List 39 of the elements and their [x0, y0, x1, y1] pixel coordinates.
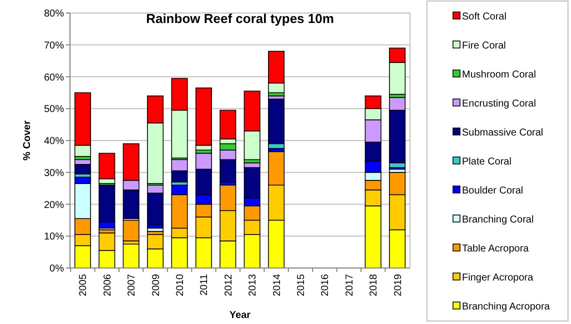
x-tick-label: 2006 [102, 274, 114, 296]
y-tick-label: 30% [44, 168, 64, 179]
x-tick-label: 2009 [150, 274, 162, 296]
y-tick-label: 40% [44, 136, 64, 147]
bar [74, 164, 91, 174]
x-tick-label: 2017 [344, 274, 356, 296]
y-tick-label: 50% [44, 104, 64, 116]
x-tick-label: 2011 [199, 274, 210, 296]
x-tick-label: 2014 [272, 274, 283, 296]
legend-label: Mushroom Coral [462, 70, 536, 80]
legend-label: Finger Acropora [462, 272, 534, 284]
legend-label: Branching Coral [462, 214, 534, 226]
y-tick-label: 70% [44, 40, 64, 52]
x-tick-label: 2018 [368, 274, 380, 296]
x-axis-title: Year [229, 310, 251, 321]
chart-title: Rainbow Reef coral types 10m [146, 11, 334, 26]
x-tick-label: 2012 [223, 274, 234, 296]
legend-label: Table Acropora [462, 244, 530, 254]
x-tick-label: 2007 [126, 274, 138, 296]
legend-label: Submassive Coral [462, 128, 544, 138]
x-tick-label: 2010 [175, 274, 186, 296]
y-axis-title: % Cover [22, 120, 33, 161]
x-tick-label: 2016 [320, 274, 332, 296]
x-tick-label: 2005 [78, 274, 90, 296]
legend-label: Branching Acropora [462, 302, 550, 312]
y-tick-label: 0% [50, 264, 64, 274]
legend-label: Encrusting Coral [462, 98, 536, 110]
x-tick-label: 2019 [392, 274, 404, 296]
y-tick-label: 80% [44, 8, 64, 20]
y-tick-label: 20% [44, 200, 64, 211]
legend-label: Plate Coral [462, 156, 512, 168]
legend-label: Fire Coral [462, 40, 506, 52]
y-tick-label: 10% [44, 232, 64, 243]
bar [122, 244, 140, 268]
x-tick-label: 2015 [296, 274, 307, 296]
y-tick-label: 60% [44, 72, 64, 84]
legend-label: Soft Coral [462, 12, 506, 22]
legend-label: Boulder Coral [462, 186, 524, 196]
x-tick-label: 2013 [248, 274, 259, 296]
